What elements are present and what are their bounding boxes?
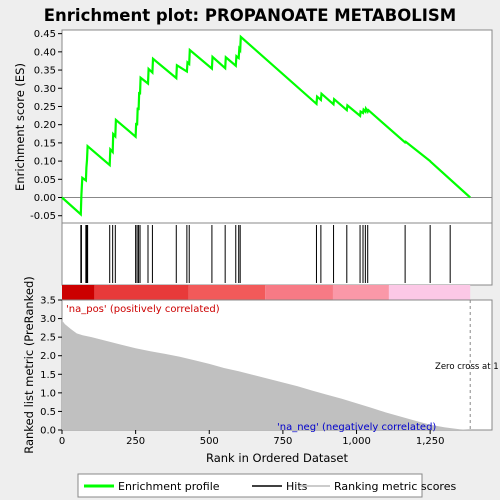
x-tick-label: 0 — [59, 436, 65, 447]
x-tick-label: 250 — [126, 436, 145, 447]
es-y-axis-label: Enrichment score (ES) — [13, 63, 27, 191]
es-y-tick-label: 0.45 — [34, 29, 56, 40]
x-tick-label: 1,250 — [416, 436, 445, 447]
metric-y-tick-label: 3.5 — [40, 296, 56, 307]
x-tick-label: 1,000 — [342, 436, 371, 447]
metric-y-tick-label: 1.0 — [40, 388, 56, 399]
metric-y-tick-label: 0.5 — [40, 407, 56, 418]
heatmap-segment — [332, 285, 389, 300]
es-y-tick-label: 0.20 — [34, 120, 56, 131]
heatmap-segment — [62, 285, 95, 300]
es-y-axis: 0.45 0.40 0.35 0.30 0.25 0.20 0.15 0.10 0.05 0.00… — [30, 29, 62, 222]
ranking-heatmap-bar — [62, 285, 471, 300]
x-axis: 0 250 500 750 1,000 1,250 — [59, 430, 445, 447]
ranking-metric-area — [62, 320, 471, 430]
es-y-tick-label: 0.35 — [34, 66, 56, 77]
metric-y-axis-label: Ranked list metric (PreRanked) — [22, 276, 36, 454]
hits-panel — [61, 222, 493, 286]
x-axis-label: Rank in Ordered Dataset — [206, 451, 349, 465]
heatmap-segment — [94, 285, 189, 300]
es-y-tick-label: 0.00 — [34, 193, 56, 204]
enrichment-profile-line — [61, 34, 471, 217]
hit-lines — [80, 225, 451, 283]
metric-y-tick-label: 0.0 — [40, 426, 56, 437]
negative-correlation-label: 'na_neg' (negatively correlated) — [277, 422, 436, 433]
es-y-tick-label: 0.40 — [34, 47, 56, 58]
es-y-tick-label: -0.05 — [30, 211, 56, 222]
heatmap-segment — [388, 285, 471, 300]
es-y-tick-label: 0.10 — [34, 157, 56, 168]
es-y-tick-label: 0.05 — [34, 175, 56, 186]
metric-y-tick-label: 3.0 — [40, 314, 56, 325]
es-y-tick-label: 0.30 — [34, 84, 56, 95]
heatmap-segment — [265, 285, 333, 300]
legend — [77, 473, 423, 498]
metric-y-tick-label: 2.5 — [40, 333, 56, 344]
legend-label-hits: Hits — [286, 480, 308, 493]
metric-y-tick-label: 2.0 — [40, 351, 56, 362]
legend-label-ranking-metric: Ranking metric scores — [334, 480, 456, 493]
es-y-tick-label: 0.15 — [34, 138, 56, 149]
es-y-tick-label: 0.25 — [34, 102, 56, 113]
metric-y-tick-label: 1.5 — [40, 370, 56, 381]
legend-label-enrichment-profile: Enrichment profile — [118, 480, 220, 493]
es-panel — [61, 29, 493, 224]
x-tick-label: 750 — [273, 436, 292, 447]
positive-correlation-label: 'na_pos' (positively correlated) — [66, 304, 220, 315]
chart-title: Enrichment plot: PROPANOATE METABOLISM — [44, 6, 456, 25]
x-tick-label: 500 — [200, 436, 219, 447]
metric-y-axis: 0.0 0.5 1.0 1.5 2.0 2.5 3.0 3.5 — [40, 296, 62, 437]
zero-cross-label: Zero cross at 1 — [435, 362, 499, 372]
heatmap-segment — [188, 285, 266, 300]
